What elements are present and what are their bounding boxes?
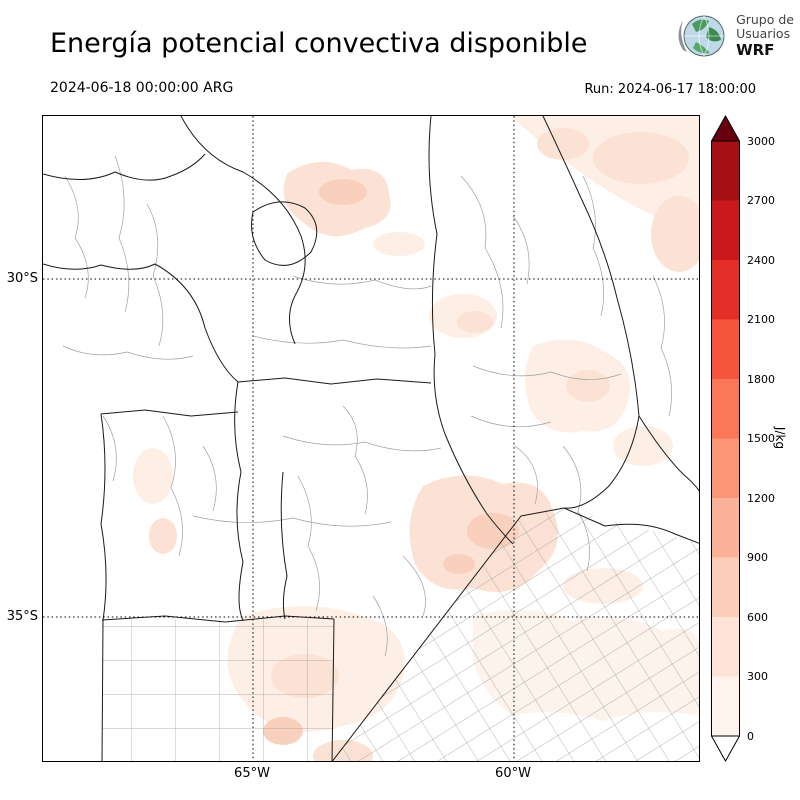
logo-org-line2: Usuarios (736, 26, 791, 42)
lat-label-30s: 30°S (6, 271, 38, 286)
colorbar-tick-label: 600 (747, 610, 768, 624)
lon-label-65w: 65°W (234, 766, 270, 781)
colorbar-tick-label: 0 (747, 729, 754, 743)
colorbar-tick-label: 1500 (747, 432, 775, 445)
colorbar-svg (710, 114, 741, 763)
graticule (43, 116, 699, 761)
colorbar-tick-label: 300 (747, 670, 768, 683)
valid-time-label: 2024-06-18 00:00:00 ARG (50, 80, 234, 96)
lon-label-60w: 60°W (495, 766, 531, 781)
department-boundaries (62, 155, 673, 657)
colorbar-tick-label: 3000 (747, 134, 775, 148)
colorbar-tick-label: 1200 (747, 491, 775, 505)
run-time-label: Run: 2024-06-17 18:00:00 (584, 82, 756, 97)
map-frame (42, 115, 700, 762)
lat-label-35s: 35°S (6, 609, 38, 624)
colorbar-tick-label: 1800 (747, 372, 775, 386)
colorbar: 3000 2700 2400 2100 1800 1500 1200 900 600 300 0 J… (710, 114, 800, 763)
page-title: Energía potencial convectiva disponible (50, 28, 588, 59)
colorbar-tick-label: 900 (747, 551, 768, 564)
colorbar-tick-label: 2400 (747, 253, 775, 267)
colorbar-tick-label: 2700 (747, 194, 775, 207)
globe-icon (678, 15, 725, 57)
map-canvas (43, 116, 699, 761)
wrf-users-group-logo: Grupo de Usuarios WRF (673, 8, 794, 64)
logo-text: Grupo de Usuarios WRF (736, 13, 794, 59)
la-pampa-departments (102, 619, 334, 761)
logo-org-line1: Grupo de (736, 12, 794, 28)
province-boundaries (43, 116, 699, 761)
logo-org-name: WRF (736, 41, 775, 60)
colorbar-unit-label: J/kg (773, 426, 787, 450)
colorbar-tick-label: 2100 (747, 313, 775, 326)
